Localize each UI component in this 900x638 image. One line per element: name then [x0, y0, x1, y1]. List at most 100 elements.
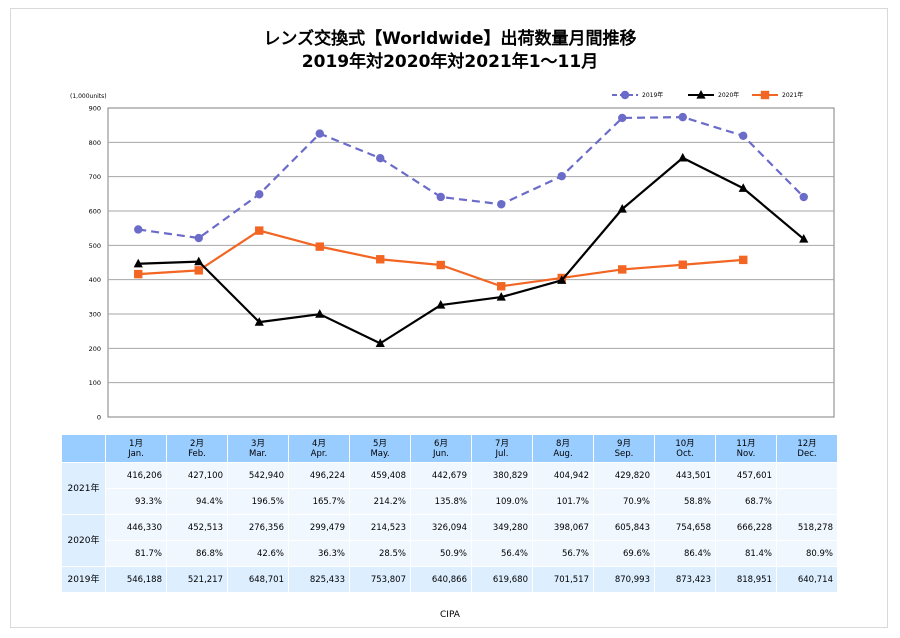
month-label-en: Jul. [495, 448, 509, 459]
percent-cell: 28.5% [349, 540, 411, 567]
table-row: 2020年 446,330 452,513 276,356 299,479 214,523… [61, 514, 838, 567]
month-header: 3月 Mar. [227, 434, 289, 463]
table-row: 2021年 416,206 427,100 542,940 496,224 459,408… [61, 462, 838, 515]
percent-cell: 50.9% [410, 540, 472, 567]
y-tick-label: 100 [89, 379, 101, 387]
percent-cell: 93.3% [105, 488, 167, 515]
value-cell: 429,820 [593, 462, 655, 489]
data-point [799, 234, 809, 243]
value-cell: 640,714 [776, 566, 838, 593]
value-cell: 398,067 [532, 514, 594, 541]
month-label-jp: 9月 [617, 438, 631, 449]
month-label-jp: 8月 [556, 438, 570, 449]
data-point [255, 190, 264, 199]
line-chart: 0 100 200 300 400 500 600 700 800 900 (1,000units)… [70, 90, 835, 422]
y-tick-label: 500 [89, 242, 101, 250]
month-label-jp: 3月 [251, 438, 265, 449]
percent-cell: 86.4% [654, 540, 716, 567]
value-cell: 605,843 [593, 514, 655, 541]
month-header: 8月 Aug. [532, 434, 594, 463]
value-cell: 452,513 [166, 514, 228, 541]
value-cell: 870,993 [593, 566, 655, 593]
data-point [738, 183, 748, 192]
month-label-jp: 6月 [434, 438, 448, 449]
source-label: CIPA [440, 610, 460, 620]
month-label-en: Mar. [249, 448, 267, 459]
data-point [617, 203, 627, 213]
data-point [436, 300, 446, 309]
month-label-en: Aug. [553, 448, 573, 459]
data-point [194, 266, 203, 275]
month-header: 2月 Feb. [166, 434, 228, 463]
month-header: 4月 Apr. [288, 434, 350, 463]
month-label-jp: 10月 [675, 438, 695, 449]
y-tick-label: 900 [89, 105, 101, 113]
value-cell: 214,523 [349, 514, 411, 541]
y-unit-label: (1,000units) [70, 93, 107, 100]
chart-title: レンズ交換式【Worldwide】出荷数量月間推移 2019年対2020年対20… [0, 28, 900, 74]
percent-cell: 80.9% [776, 540, 838, 567]
legend-marker [760, 90, 770, 100]
percent-cell: 56.7% [532, 540, 594, 567]
row-year-label: 2021年 [61, 462, 106, 515]
month-header: 7月 Jul. [471, 434, 533, 463]
data-point [315, 242, 324, 251]
data-point [315, 129, 324, 138]
month-label-jp: 4月 [312, 438, 326, 449]
data-point [678, 260, 687, 269]
table-row: 2019年 546,188 521,217 648,701 825,433 753,807… [61, 566, 838, 593]
value-cell: 825,433 [288, 566, 350, 593]
data-point [194, 256, 204, 266]
data-point [376, 255, 385, 264]
data-point [315, 309, 325, 318]
series-line [138, 156, 805, 345]
data-point [134, 225, 143, 234]
percent-cell: 109.0% [471, 488, 533, 515]
value-cell: 496,224 [288, 462, 350, 489]
y-tick-label: 600 [89, 208, 101, 216]
data-point [739, 131, 748, 141]
title-line-2: 2019年対2020年対2021年1～11月 [301, 52, 599, 72]
value-cell: 701,517 [532, 566, 594, 593]
data-point [618, 265, 627, 274]
month-header: 5月 May. [349, 434, 411, 463]
value-cell: 754,658 [654, 514, 716, 541]
value-cell: 457,601 [715, 462, 777, 489]
value-cell: 640,866 [410, 566, 472, 593]
data-point [436, 192, 445, 202]
table-row-percent: 81.7% 86.8% 42.6% 36.3% 28.5% 50.9% 56.4% 56.7%… [62, 540, 838, 567]
month-label-jp: 5月 [373, 438, 387, 449]
month-header: 10月 Oct. [654, 434, 716, 463]
value-cell: 416,206 [105, 462, 167, 489]
row-year-label: 2019年 [61, 566, 106, 593]
percent-cell: 81.4% [715, 540, 777, 567]
y-tick-label: 400 [89, 276, 101, 284]
value-cell: 427,100 [166, 462, 228, 489]
month-label-jp: 11月 [736, 438, 756, 449]
month-label-en: Nov. [736, 448, 756, 459]
percent-cell: 135.8% [410, 488, 472, 515]
y-tick-label: 800 [89, 139, 101, 147]
data-point [496, 292, 506, 301]
value-cell: 349,280 [471, 514, 533, 541]
month-label-jp: 2月 [190, 438, 204, 449]
y-tick-label: 300 [89, 311, 101, 319]
value-cell: 276,356 [227, 514, 289, 541]
month-label-en: Oct. [676, 448, 694, 459]
data-point [557, 171, 566, 181]
data-point [678, 152, 688, 162]
percent-cell [776, 488, 838, 515]
data-point [133, 258, 143, 268]
value-cell: 459,408 [349, 462, 411, 489]
data-point [375, 338, 385, 347]
percent-cell: 214.2% [349, 488, 411, 515]
month-label-jp: 12月 [797, 438, 817, 449]
month-header: 6月 Jun. [410, 434, 472, 463]
value-cell: 619,680 [471, 566, 533, 593]
value-cell: 546,188 [105, 566, 167, 593]
month-header: 9月 Sep. [593, 434, 655, 463]
table-corner [61, 434, 106, 463]
percent-cell: 58.8% [654, 488, 716, 515]
value-cell: 753,807 [349, 566, 411, 593]
percent-cell: 86.8% [166, 540, 228, 567]
